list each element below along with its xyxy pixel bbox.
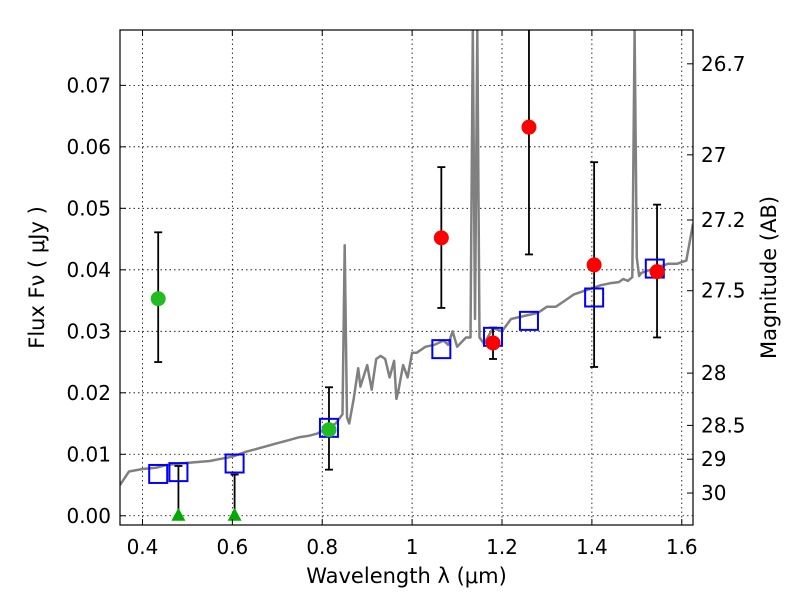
x-tick-label: 1 [406,535,419,559]
spectrum-line [120,30,693,486]
y2-axis-label: Magnitude (AB) [757,196,781,359]
model-photometry-square [584,287,605,308]
x-tick-label: 1.4 [576,535,608,559]
spectrum [120,30,693,486]
y2-tick-label: 26.7 [701,52,746,76]
markers [148,119,665,521]
y2-tick-label: 29 [701,447,726,471]
x-tick-label: 0.8 [306,535,338,559]
detection-point [150,291,166,307]
plot-frame [119,29,694,526]
x-axis-label: Wavelength λ (μm) [306,564,507,588]
detection-point [649,264,665,280]
y-tick-label: 0.07 [66,73,111,97]
model-photometry-square [431,339,452,360]
non-detection-triangle [227,507,242,521]
model-photometry-square [168,462,189,483]
model-photometry-square [148,463,169,484]
model-photometry-square [224,453,245,474]
detection-point [485,335,501,351]
y2-tick-label: 27.5 [701,279,746,303]
ticks: 0.4 0.6 0.8 1 1.2 1.4 1.6 0.00 0.01 0.02 0.03 0.04 0… [66,30,746,559]
y2-tick-label: 30 [701,481,726,505]
y2-tick-label: 28.5 [701,413,746,437]
x-tick-label: 0.4 [127,535,159,559]
y-tick-label: 0.05 [66,196,111,220]
x-tick-label: 0.6 [216,535,248,559]
y-tick-label: 0.06 [66,135,111,159]
y-axis-label: Flux Fν ( μJy ) [25,206,49,349]
error-bars [154,30,662,516]
detection-point [321,422,337,438]
y-tick-label: 0.04 [66,258,111,282]
y-tick-label: 0.03 [66,319,111,343]
x-tick-label: 1.6 [666,535,698,559]
x-tick-label: 1.2 [486,535,518,559]
y-tick-label: 0.02 [66,381,111,405]
y2-tick-label: 27.2 [701,208,746,232]
detection-point [521,119,537,135]
y-tick-label: 0.00 [66,504,111,528]
detection-point [586,257,602,273]
non-detection-triangle [171,507,186,521]
detection-point [433,230,449,246]
y2-tick-label: 27 [701,143,726,167]
model-photometry-square [518,310,539,331]
y2-tick-label: 28 [701,361,726,385]
grid [120,30,693,525]
y-tick-label: 0.01 [66,442,111,466]
